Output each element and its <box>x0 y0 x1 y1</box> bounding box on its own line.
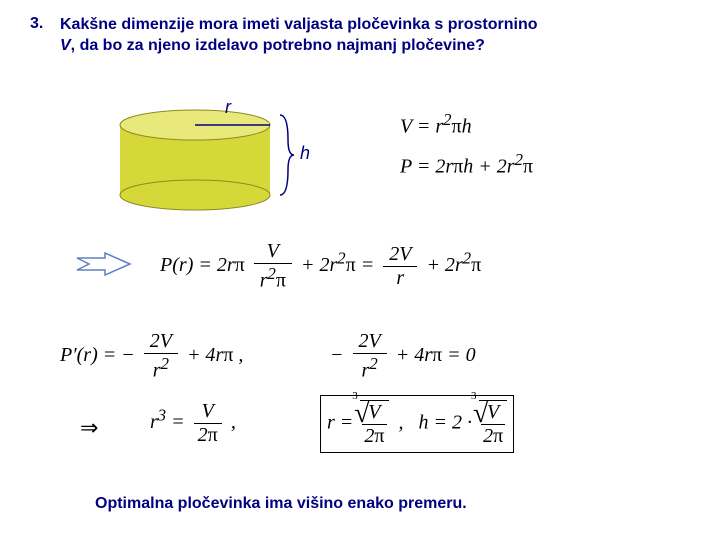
formula-P-prime: P′(r) = − 2V r2 + 4rπ , <box>60 330 243 383</box>
formula-r-cubed: r3 = V 2π , <box>150 400 236 447</box>
formula-volume: V = r2πh <box>400 110 472 139</box>
question-V: V <box>60 37 71 54</box>
question-text: Kakšne dimenzije mora imeti valjasta plo… <box>60 15 660 57</box>
formula-result-box: r = 3 V 2π √ , h = 2 · 3 V 2π √ <box>320 395 514 453</box>
problem-number: 3. <box>30 15 43 33</box>
question-line2: , da bo za njeno izdelavo potrebno najma… <box>71 37 485 54</box>
formula-surface: P = 2rπh + 2r2π <box>400 150 533 179</box>
arrow-icon <box>75 252 135 281</box>
implies-symbol: ⇒ <box>80 415 98 441</box>
cylinder-diagram: r h <box>100 100 330 225</box>
label-r: r <box>225 97 231 118</box>
conclusion-text: Optimalna pločevinka ima višino enako pr… <box>95 495 467 513</box>
label-h: h <box>300 143 310 164</box>
formula-P-of-r: P(r) = 2rπ V r2π + 2r2π = 2V r + 2r2π <box>160 240 481 293</box>
cylinder-svg <box>100 100 330 220</box>
formula-equation-zero: − 2V r2 + 4rπ = 0 <box>330 330 476 383</box>
question-line1: Kakšne dimenzije mora imeti valjasta plo… <box>60 16 538 33</box>
